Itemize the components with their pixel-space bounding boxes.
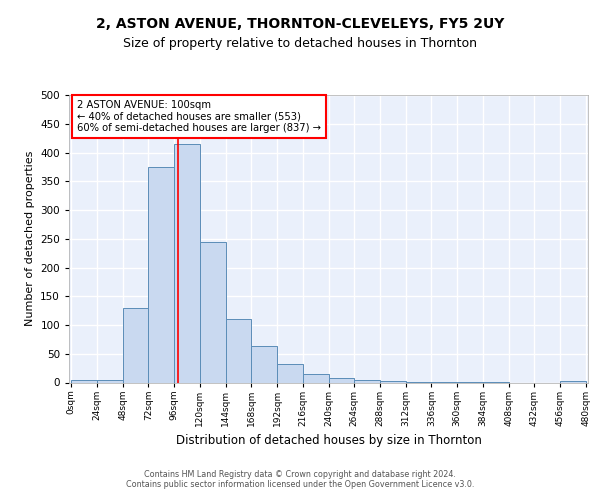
Bar: [122, 308, 148, 382]
X-axis label: Distribution of detached houses by size in Thornton: Distribution of detached houses by size …: [176, 434, 481, 447]
Bar: [97, 380, 122, 382]
Bar: [251, 346, 277, 382]
Bar: [226, 320, 251, 382]
Bar: [354, 380, 380, 382]
Bar: [277, 364, 303, 382]
Bar: [303, 374, 329, 382]
Bar: [71, 380, 97, 382]
Y-axis label: Number of detached properties: Number of detached properties: [25, 151, 35, 326]
Bar: [560, 381, 586, 382]
Text: 2, ASTON AVENUE, THORNTON-CLEVELEYS, FY5 2UY: 2, ASTON AVENUE, THORNTON-CLEVELEYS, FY5…: [96, 18, 504, 32]
Bar: [329, 378, 354, 382]
Bar: [148, 167, 174, 382]
Bar: [200, 242, 226, 382]
Text: Size of property relative to detached houses in Thornton: Size of property relative to detached ho…: [123, 38, 477, 51]
Text: 2 ASTON AVENUE: 100sqm
← 40% of detached houses are smaller (553)
60% of semi-de: 2 ASTON AVENUE: 100sqm ← 40% of detached…: [77, 100, 320, 133]
Bar: [174, 144, 200, 382]
Text: Contains HM Land Registry data © Crown copyright and database right 2024.
Contai: Contains HM Land Registry data © Crown c…: [126, 470, 474, 489]
